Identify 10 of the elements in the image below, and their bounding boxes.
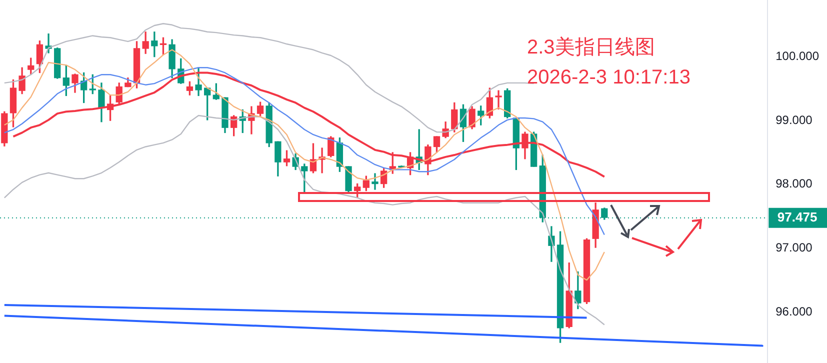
text: 2026-2-3 10:17:13 [527,66,690,89]
y-tick-label: 100.000 [776,49,820,64]
text: 2.3美指日线图 [527,36,655,59]
candlestick [372,173,378,190]
y-tick-label: 99.000 [776,112,813,127]
ref-line-label: 97.475 [777,209,818,224]
y-tick-label: 96.000 [776,304,813,318]
y-tick-label: 98.000 [776,176,813,191]
y-tick-label: 97.000 [776,240,813,254]
candlestick [495,90,502,110]
